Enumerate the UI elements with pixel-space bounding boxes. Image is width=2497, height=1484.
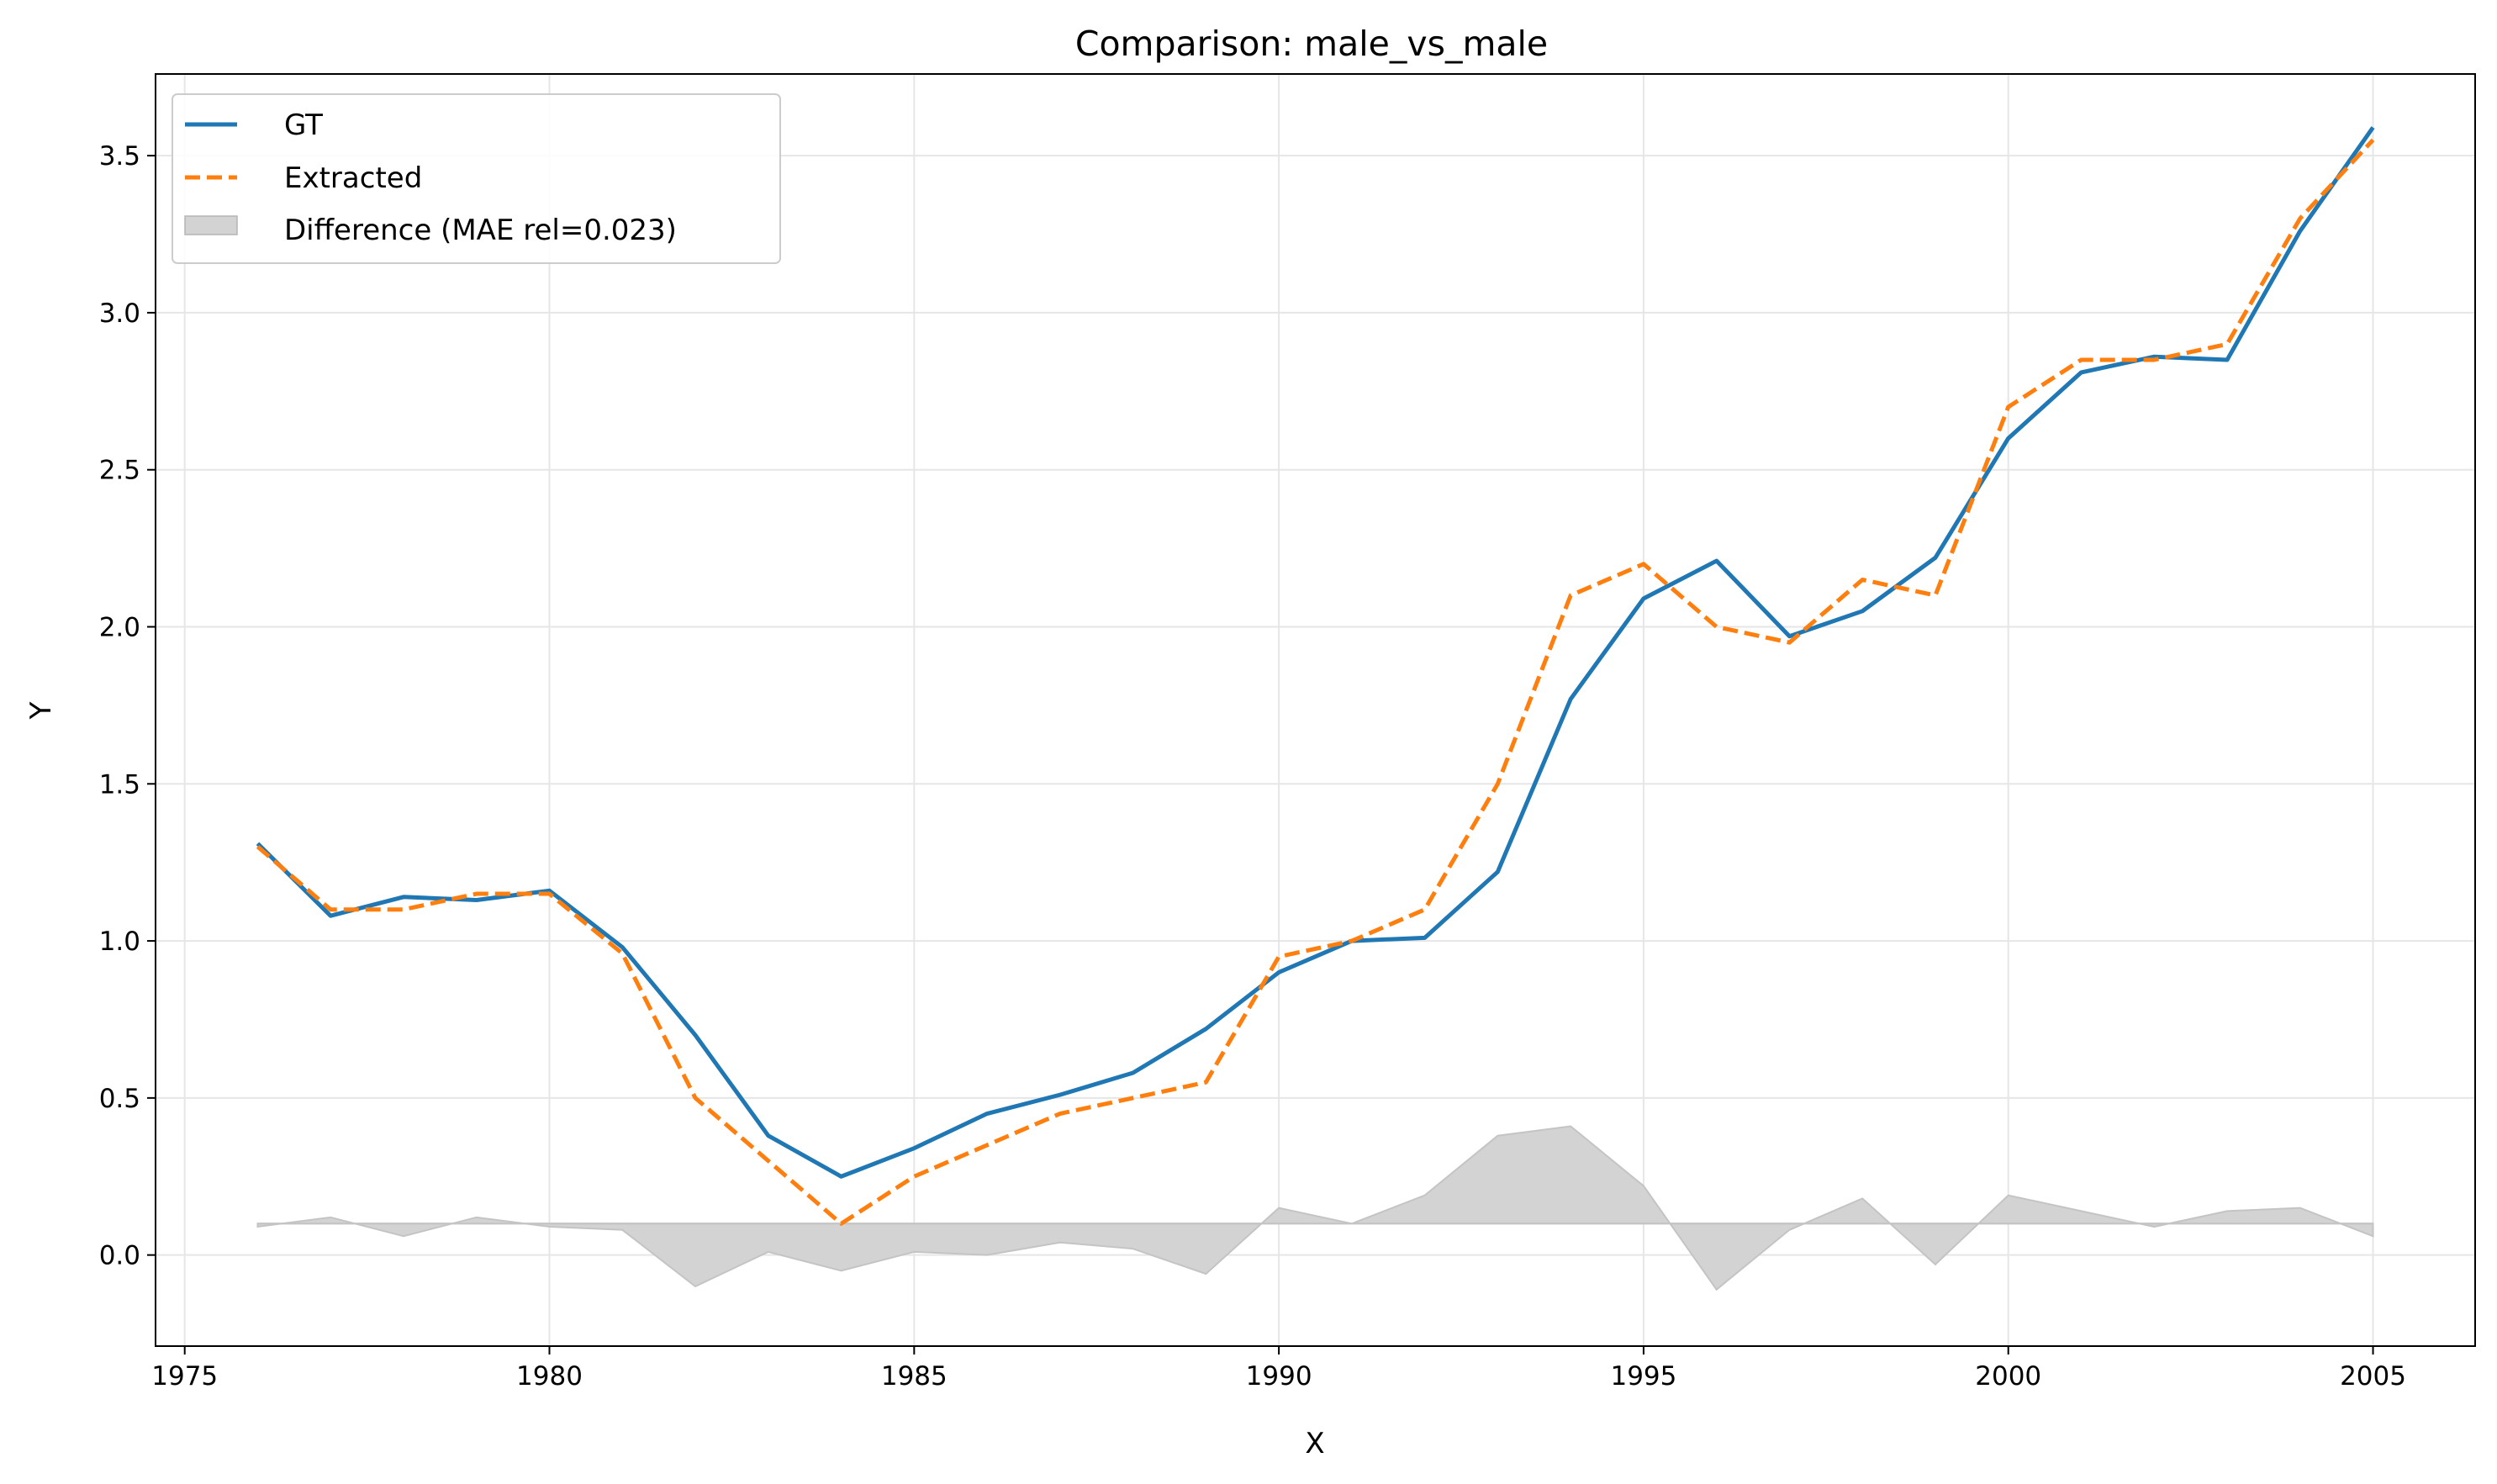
x-tick-label: 1990 [1246, 1361, 1312, 1392]
y-tick-label: 3.0 [99, 298, 140, 329]
x-tick-label: 1985 [881, 1361, 948, 1392]
y-tick-label: 1.0 [99, 927, 140, 957]
x-tick-label: 2005 [2340, 1361, 2406, 1392]
series-lines [256, 126, 2375, 1226]
legend-label-difference: Difference (MAE rel=0.023) [284, 214, 677, 247]
x-axis-ticks: 1975 1980 1985 1990 1995 2000 2005 [151, 1346, 2406, 1392]
x-tick-label: 1995 [1610, 1361, 1676, 1392]
grid [156, 74, 2475, 1346]
y-axis-label: Y [24, 701, 58, 720]
difference-area [256, 1125, 2374, 1291]
legend-box [172, 93, 781, 264]
y-tick-label: 3.5 [99, 141, 140, 172]
x-tick-label: 2000 [1975, 1361, 2041, 1392]
chart-title: Comparison: male_vs_male [1075, 24, 1548, 64]
legend: GT Extracted Difference (MAE rel=0.023) [172, 93, 781, 264]
y-tick-label: 0.0 [99, 1241, 140, 1271]
x-tick-label: 1980 [516, 1361, 583, 1392]
legend-label-gt: GT [284, 108, 323, 142]
legend-label-extracted: Extracted [284, 161, 422, 195]
y-axis-ticks: 0.0 0.5 1.0 1.5 2.0 2.5 3.0 3.5 [99, 141, 156, 1271]
y-tick-label: 1.5 [99, 769, 140, 800]
x-axis-label: X [1305, 1427, 1324, 1460]
plot-frame [155, 73, 2476, 1347]
y-tick-label: 2.0 [99, 613, 140, 643]
y-tick-label: 0.5 [99, 1084, 140, 1114]
y-tick-label: 2.5 [99, 456, 140, 486]
series-line-extracted [256, 138, 2375, 1226]
series-line-gt [256, 126, 2375, 1179]
legend-swatch-difference [184, 215, 238, 235]
x-tick-label: 1975 [151, 1361, 218, 1392]
